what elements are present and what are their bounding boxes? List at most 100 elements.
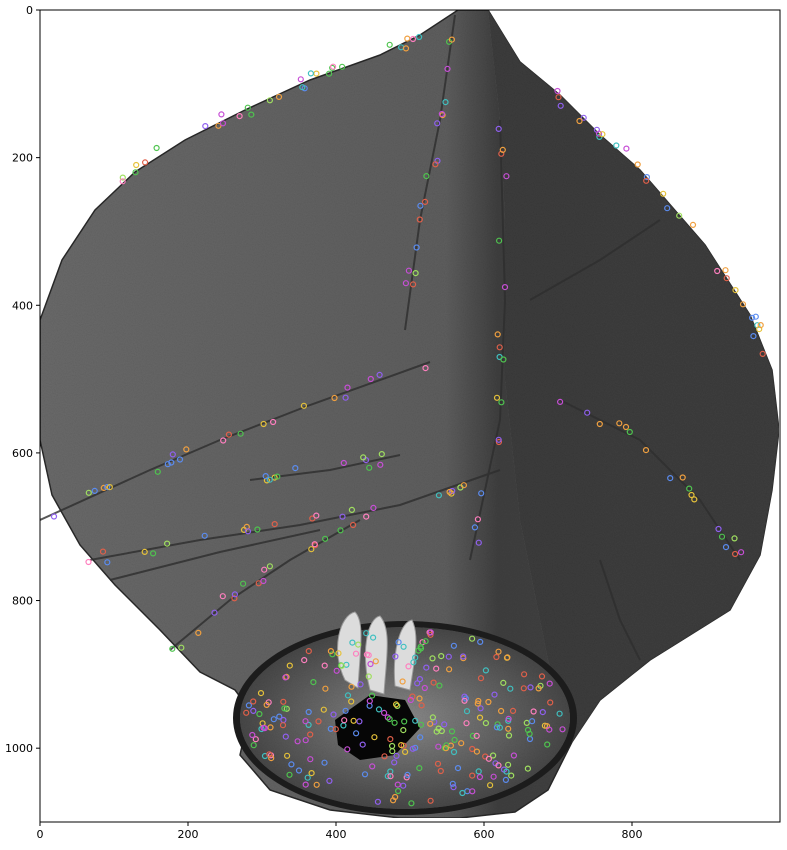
keypoint-marker	[478, 490, 485, 497]
keypoint-marker	[498, 707, 505, 715]
keypoint-marker	[266, 476, 273, 483]
keypoint-marker	[443, 742, 450, 749]
keypoint-marker	[372, 658, 379, 665]
keypoint-marker	[249, 731, 256, 739]
keypoint-marker	[523, 719, 530, 727]
keypoint-marker	[369, 763, 376, 770]
keypoint-marker	[164, 540, 171, 547]
keypoint-marker	[154, 468, 161, 475]
keypoint-marker	[421, 684, 428, 692]
keypoint-marker	[91, 487, 98, 494]
keypoint-marker	[413, 244, 420, 251]
keypoint-marker	[493, 653, 500, 661]
keypoint-marker	[315, 718, 322, 725]
keypoint-marker	[501, 284, 509, 291]
keypoint-marker	[371, 734, 378, 741]
keypoint-marker	[495, 762, 502, 769]
keypoint-marker	[321, 662, 328, 669]
keypoint-marker	[448, 728, 456, 735]
keypoint-marker	[407, 696, 414, 704]
keypoint-marker	[326, 777, 333, 785]
keypoint-marker	[219, 120, 227, 127]
keypoint-marker	[377, 461, 384, 468]
keypoint-marker	[451, 736, 458, 744]
keypoint-marker	[444, 65, 451, 73]
keypoint-marker	[85, 489, 92, 496]
keypoint-marker	[460, 482, 467, 489]
keypoint-marker	[376, 371, 383, 378]
keypoint-marker	[469, 745, 476, 753]
keypoint-marker	[449, 780, 456, 787]
keypoint-marker	[473, 748, 480, 755]
keypoint-marker	[508, 772, 515, 779]
keypoint-marker	[332, 726, 339, 733]
keypoint-marker	[412, 717, 419, 724]
keypoint-marker	[482, 719, 489, 727]
keypoint-marker	[363, 651, 370, 658]
keypoint-marker	[427, 631, 434, 638]
keypoint-marker	[412, 654, 419, 661]
keypoint-marker	[219, 593, 226, 600]
keypoint-marker	[330, 711, 337, 718]
keypoint-marker	[381, 753, 388, 760]
keypoint-marker	[556, 710, 563, 717]
keypoint-marker	[752, 313, 759, 320]
keypoint-marker	[243, 709, 250, 716]
keypoint-marker	[750, 333, 757, 340]
keypoint-marker	[261, 566, 268, 573]
keypoint-marker	[402, 748, 409, 756]
keypoint-marker	[288, 761, 295, 768]
keypoint-marker	[547, 699, 554, 706]
keypoint-marker	[357, 681, 364, 688]
keypoint-marker	[169, 645, 176, 652]
keypoint-marker	[387, 735, 394, 743]
keypoint-marker	[261, 725, 268, 732]
keypoint-marker	[418, 702, 425, 709]
keypoint-marker	[405, 663, 412, 670]
keypoint-marker	[183, 446, 190, 453]
keypoint-marker	[350, 717, 357, 724]
keypoint-marker	[337, 527, 344, 534]
keypoint-marker	[414, 680, 421, 687]
keypoint-marker	[546, 726, 553, 733]
keypoint-marker	[555, 94, 562, 101]
keypoint-marker	[417, 721, 425, 728]
keypoint-marker	[476, 714, 484, 721]
keypoint-markers	[50, 33, 766, 807]
keypoint-marker	[459, 789, 466, 797]
keypoint-marker	[442, 98, 449, 106]
keypoint-marker	[679, 474, 686, 481]
keypoint-marker	[363, 630, 370, 637]
keypoint-marker	[320, 706, 327, 713]
keypoint-marker	[476, 773, 483, 781]
keypoint-marker	[153, 144, 160, 152]
keypoint-marker	[450, 784, 457, 791]
keypoint-marker	[392, 653, 399, 660]
keypoint-marker	[434, 120, 441, 127]
keypoint-marker	[237, 430, 244, 437]
keypoint-marker	[460, 653, 467, 660]
keypoint-marker	[220, 437, 227, 444]
keypoint-marker	[292, 465, 299, 472]
keypoint-marker	[477, 705, 484, 712]
keypoint-marker	[642, 447, 650, 454]
keypoint-marker	[361, 771, 369, 778]
y-tick-label: 800	[12, 595, 33, 608]
keypoint-marker	[342, 707, 349, 714]
keypoint-marker	[295, 767, 303, 774]
keypoint-marker	[438, 110, 445, 118]
keypoint-marker	[252, 736, 259, 743]
keypoint-marker	[389, 742, 396, 750]
keypoint-marker	[643, 174, 651, 181]
keypoint-marker	[475, 539, 482, 546]
keypoint-marker	[281, 705, 288, 712]
keypoint-marker	[498, 399, 505, 406]
keypoint-marker	[757, 322, 764, 329]
keypoint-marker	[254, 526, 261, 533]
keypoint-marker	[535, 685, 542, 692]
keypoint-marker	[329, 64, 336, 72]
keypoint-marker	[495, 648, 502, 655]
keypoint-marker	[282, 733, 289, 740]
keypoint-marker	[520, 671, 528, 678]
keypoint-marker	[178, 644, 185, 651]
